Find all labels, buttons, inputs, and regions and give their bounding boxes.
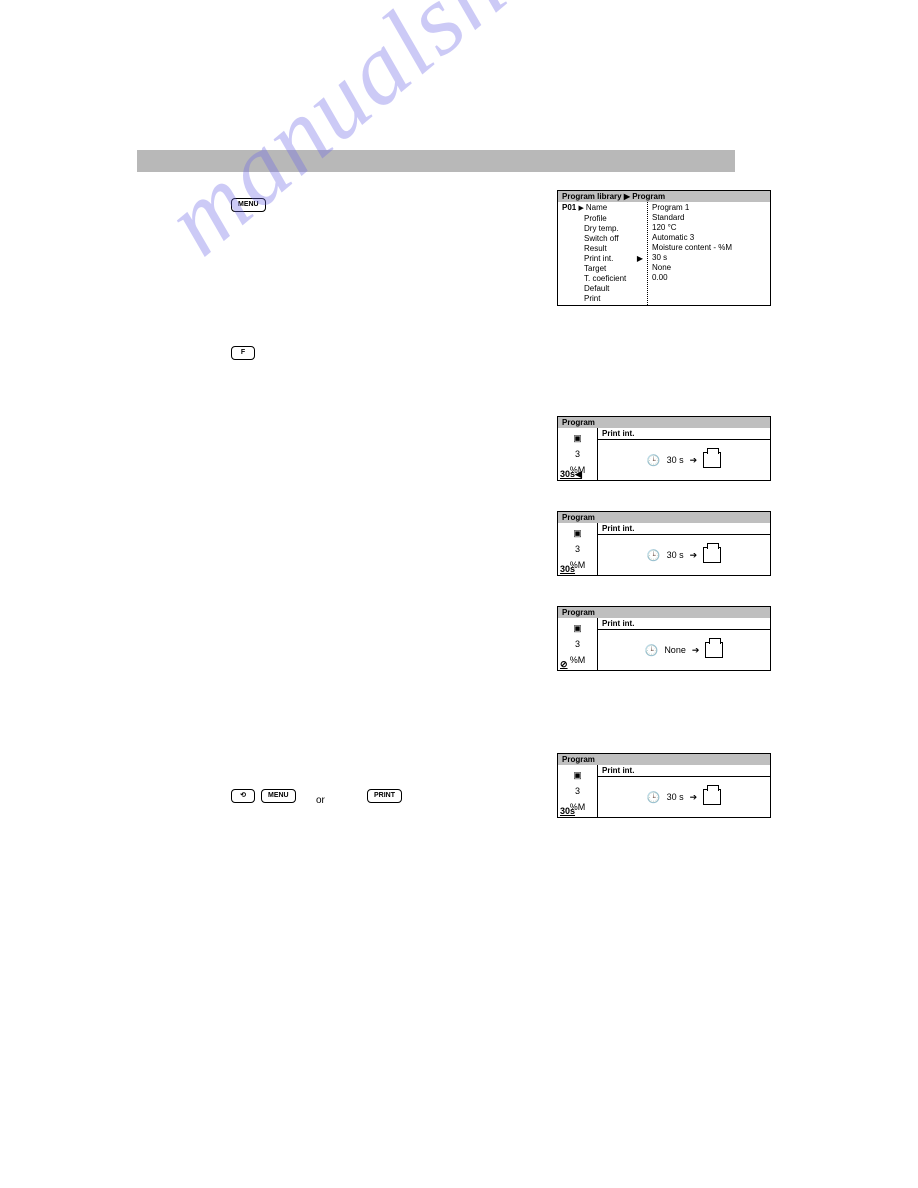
esc-key-icon: ⟲ [231, 789, 255, 803]
lcd-graphic: 🕒 30 s ➔ [598, 535, 770, 575]
row-label: Default [584, 284, 609, 293]
program-table-labels: P01 Name Profile Dry temp. Switch off Re… [558, 202, 648, 305]
menu-key-label: MENU [238, 201, 259, 208]
printer-icon [703, 547, 721, 563]
lcd-left-icon: 3 [575, 640, 580, 649]
lcd-title: Program [558, 754, 770, 765]
lcd-subtitle: Print int. [598, 618, 770, 630]
row-label: Name [586, 203, 607, 212]
row-label: Target [584, 264, 606, 273]
lcd-icons: ▣ 3 %M ⊘ [558, 618, 598, 670]
row-label: Print int. [584, 254, 613, 263]
printer-icon [705, 642, 723, 658]
lcd-value: 30 s [667, 792, 684, 802]
lcd-left-icon: ▣ [573, 529, 582, 538]
row-value: None [652, 263, 671, 272]
row-value: 120 °C [652, 223, 677, 232]
clock-icon: 🕒 [645, 644, 659, 657]
arrow-icon: ➔ [692, 645, 700, 656]
print-key-label: PRINT [374, 792, 395, 799]
lcd-tag: 30s◀ [560, 470, 582, 479]
clock-icon: 🕒 [647, 454, 661, 467]
lcd-box-1: Program ▣ 3 %M 30s◀ Print int. 🕒 30 s ➔ [557, 416, 771, 481]
row-value: Standard [652, 213, 684, 222]
lcd-left-icon: 3 [575, 450, 580, 459]
lcd-icons: ▣ 3 %M 30s◀ [558, 428, 598, 480]
lcd-tag: 30s [560, 565, 575, 574]
row-value: Program 1 [652, 203, 689, 212]
menu-key-icon-2: MENU [261, 789, 296, 803]
lcd-graphic: 🕒 30 s ➔ [598, 440, 770, 480]
lcd-title: Program [558, 512, 770, 523]
program-table-header-right: Program [632, 192, 665, 201]
menu-key-icon: MENU [231, 198, 266, 212]
lcd-icons: ▣ 3 %M 30s [558, 523, 598, 575]
clock-icon: 🕒 [647, 549, 661, 562]
row-label: Result [584, 244, 607, 253]
row-label: Switch off [584, 234, 619, 243]
program-table-header: Program library ▶ Program [558, 191, 770, 202]
p01-label: P01 [562, 203, 576, 212]
printer-icon [703, 452, 721, 468]
lcd-subtitle: Print int. [598, 765, 770, 777]
lcd-tag: ⊘ [560, 660, 568, 669]
print-key-icon: PRINT [367, 789, 402, 803]
lcd-left-icon: 3 [575, 787, 580, 796]
lcd-value: 30 s [667, 550, 684, 560]
lcd-box-2: Program ▣ 3 %M 30s Print int. 🕒 30 s ➔ [557, 511, 771, 576]
program-table-header-arrow: ▶ [624, 192, 630, 201]
lcd-left-icon: ▣ [573, 624, 582, 633]
f-key-icon: F [231, 346, 255, 360]
f-key-label: F [241, 349, 245, 356]
row-label: Dry temp. [584, 224, 619, 233]
section-header-bar [137, 150, 735, 172]
program-table: Program library ▶ Program P01 Name Profi… [557, 190, 771, 306]
row-value: 0.00 [652, 273, 668, 282]
lcd-box-4: Program ▣ 3 %M 30s Print int. 🕒 30 s ➔ [557, 753, 771, 818]
row-value: Moisture content - %M [652, 243, 732, 252]
row-value: Automatic 3 [652, 233, 694, 242]
program-table-values: Program 1 Standard 120 °C Automatic 3 Mo… [648, 202, 770, 305]
program-table-body: P01 Name Profile Dry temp. Switch off Re… [558, 202, 770, 305]
arrow-icon: ➔ [690, 455, 698, 466]
program-table-header-left: Program library [562, 192, 622, 201]
key-row: ⟲ MENU [231, 789, 296, 803]
lcd-subtitle: Print int. [598, 523, 770, 535]
arrow-icon: ➔ [690, 550, 698, 561]
lcd-left-icon: 3 [575, 545, 580, 554]
lcd-title: Program [558, 607, 770, 618]
lcd-value: 30 s [667, 455, 684, 465]
lcd-box-3: Program ▣ 3 %M ⊘ Print int. 🕒 None ➔ [557, 606, 771, 671]
lcd-icons: ▣ 3 %M 30s [558, 765, 598, 817]
lcd-value: None [664, 645, 686, 655]
lcd-subtitle: Print int. [598, 428, 770, 440]
row-label: Print [584, 294, 600, 303]
lcd-graphic: 🕒 30 s ➔ [598, 777, 770, 817]
lcd-graphic: 🕒 None ➔ [598, 630, 770, 670]
lcd-left-icon: ▣ [573, 771, 582, 780]
row-label: Profile [584, 214, 607, 223]
lcd-left-icon: %M [570, 656, 586, 665]
row-value: 30 s [652, 253, 667, 262]
row-label: T. coeficient [584, 274, 626, 283]
menu-key-label-2: MENU [268, 792, 289, 799]
lcd-title: Program [558, 417, 770, 428]
esc-key-label: ⟲ [240, 792, 246, 799]
lcd-left-icon: ▣ [573, 434, 582, 443]
or-text: or [316, 795, 325, 806]
arrow-icon: ➔ [690, 792, 698, 803]
printer-icon [703, 789, 721, 805]
lcd-tag: 30s [560, 807, 575, 816]
clock-icon: 🕒 [647, 791, 661, 804]
